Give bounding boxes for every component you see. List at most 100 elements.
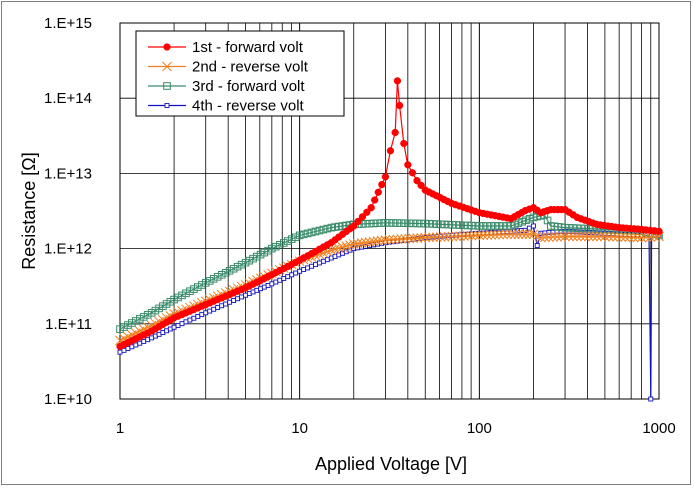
data-point (281, 275, 287, 281)
data-point (352, 238, 363, 249)
data-point (568, 231, 578, 242)
legend-box (135, 30, 345, 117)
data-point (187, 317, 193, 323)
data-point (572, 231, 582, 242)
data-point (641, 232, 651, 243)
data-point (381, 173, 390, 181)
data-point (447, 231, 458, 242)
data-point (596, 231, 606, 242)
data-point (199, 312, 205, 318)
data-point (569, 224, 577, 232)
data-point (424, 232, 434, 243)
plot-area (119, 22, 660, 400)
data-point (517, 229, 528, 240)
data-point (487, 222, 495, 230)
data-point (455, 231, 465, 242)
data-point (580, 231, 590, 242)
data-point (513, 229, 524, 240)
data-point (293, 270, 299, 276)
data-point (316, 260, 322, 266)
data-point (324, 257, 330, 263)
data-point (239, 294, 245, 300)
data-point (588, 231, 598, 242)
data-point (330, 244, 340, 255)
data-point (389, 219, 398, 227)
data-point (412, 233, 423, 243)
data-point (219, 303, 225, 309)
data-point (341, 241, 352, 251)
data-point (397, 219, 406, 227)
data-point (305, 265, 311, 271)
data-point (393, 77, 402, 85)
data-point (376, 235, 387, 246)
data-point (544, 232, 554, 243)
data-point (608, 231, 618, 242)
data-point (421, 219, 430, 228)
x-tick-label: 1 (116, 420, 124, 437)
data-point (436, 220, 445, 229)
data-point (433, 220, 441, 228)
data-point (425, 219, 433, 228)
data-point (179, 321, 185, 327)
data-point (223, 301, 229, 307)
data-point (129, 344, 135, 350)
data-point (215, 305, 221, 310)
data-point (301, 267, 307, 273)
data-point (620, 232, 631, 242)
data-point (499, 222, 507, 230)
data-point (124, 321, 132, 329)
data-point (209, 275, 218, 283)
y-tick-label: 1.E+10 (44, 391, 92, 408)
data-point (125, 346, 131, 352)
data-point (295, 231, 304, 240)
data-point (197, 281, 206, 289)
data-point (428, 232, 438, 243)
data-point (561, 223, 569, 232)
data-point (393, 219, 402, 227)
data-point (431, 232, 442, 242)
data-point (655, 227, 663, 235)
data-point (361, 219, 370, 228)
data-point (624, 232, 635, 243)
legend-label: 1st - forward volt (192, 39, 304, 56)
data-point (287, 235, 296, 243)
data-point (135, 315, 144, 323)
data-point (460, 221, 468, 230)
x-tick-label: 100 (467, 420, 492, 437)
data-point (420, 232, 431, 243)
data-point (186, 287, 194, 296)
data-point (503, 222, 511, 230)
data-point (348, 239, 359, 249)
data-point (413, 219, 422, 228)
data-point (297, 268, 303, 274)
data-point (371, 196, 379, 204)
data-point (203, 310, 209, 316)
data-point (283, 237, 292, 245)
y-tick-label: 1.E+12 (44, 241, 92, 258)
data-point (404, 233, 415, 244)
data-point (417, 219, 426, 228)
data-point (178, 291, 186, 300)
data-point (354, 217, 362, 226)
data-point (229, 264, 238, 273)
data-point (227, 299, 233, 305)
series-line (119, 214, 660, 330)
data-point (313, 262, 318, 268)
data-point (369, 219, 378, 228)
data-point (636, 232, 647, 243)
data-point (191, 315, 197, 321)
data-point (395, 101, 404, 110)
data-point (170, 295, 178, 304)
legend-label: 4th - reverse volt (192, 98, 305, 115)
data-point (386, 147, 395, 155)
data-point (600, 231, 610, 242)
data-point (268, 244, 276, 253)
data-point (132, 317, 140, 325)
data-point (380, 235, 391, 245)
data-point (319, 225, 328, 234)
data-point (478, 230, 489, 241)
data-point (400, 233, 411, 244)
data-point (145, 337, 151, 343)
data-point (564, 231, 574, 242)
data-point (164, 103, 170, 108)
